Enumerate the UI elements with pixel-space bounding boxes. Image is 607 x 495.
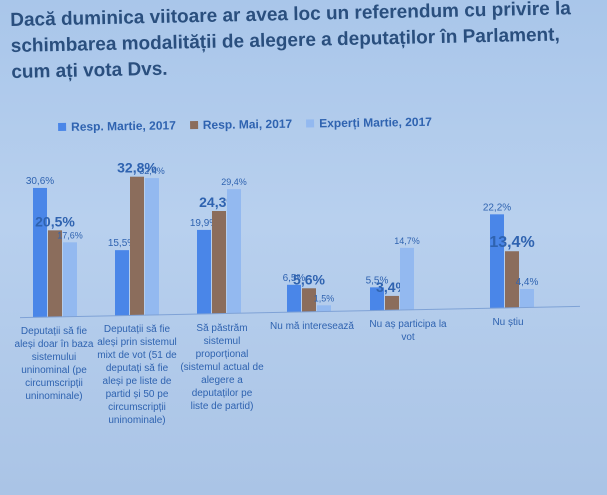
data-label-5-series-3: 14,7%	[394, 236, 420, 246]
category-label-1-line-6: uninominale)	[25, 390, 83, 402]
bar-6-series-2	[505, 251, 519, 308]
bar-5-series-3	[400, 247, 414, 310]
category-label-5: Nu aș participa la vot	[359, 318, 457, 344]
bar-5-series-1	[370, 287, 384, 311]
bar-1-series-1	[33, 187, 47, 318]
category-label-3: Să păstrăm sistemul proporțional (sistemul …	[173, 322, 271, 413]
data-label-1-series-2: 20,5%	[35, 213, 75, 229]
bar-4-series-3	[317, 305, 331, 312]
data-label-4-series-3: 1,5%	[314, 293, 335, 303]
category-label-6-line-1: Nu știu	[492, 316, 524, 328]
bar-6-series-3	[520, 288, 534, 308]
category-label-1-line-4: uninominal (pe	[21, 364, 87, 376]
category-label-2-line-6: partid și 50 pe	[105, 389, 169, 401]
bar-1-series-3	[63, 242, 77, 317]
bar-5-series-2	[385, 295, 399, 311]
category-label-1-line-1: Deputații să fie	[20, 325, 88, 337]
bar-3-series-3	[227, 189, 241, 314]
bar-1-series-2	[48, 230, 62, 318]
category-label-2: Deputații să fie aleși prin sistemul mixt …	[92, 323, 182, 427]
category-label-2-line-3: mixt de vot (51 de	[97, 350, 177, 362]
category-label-5-line-2: vot	[401, 331, 415, 343]
category-label-3-line-4: (sistemul actual de	[180, 361, 264, 373]
category-label-3-line-7: liste de partid)	[190, 400, 254, 412]
bar-4-series-1	[287, 284, 301, 313]
category-label-6: Nu știu	[473, 316, 543, 329]
data-label-4-series-2: 5,6%	[293, 271, 325, 287]
data-label-4-series-1: 6,5%	[283, 273, 306, 284]
category-label-1-line-3: sistemului	[31, 351, 77, 363]
data-label-3-series-3: 29,4%	[221, 177, 247, 187]
bar-2-series-1	[115, 250, 129, 316]
bar-3-series-1	[197, 229, 211, 315]
category-label-1-line-5: circumscripții	[25, 377, 83, 389]
bar-2-series-2	[130, 176, 144, 316]
category-label-2-line-1: Deputații să fie	[103, 324, 171, 336]
data-label-3-series-1: 19,9%	[190, 218, 218, 229]
category-label-2-line-5: aleși pe liste de	[102, 376, 172, 388]
bar-4-series-2	[302, 288, 316, 312]
bar-2-series-3	[145, 178, 159, 316]
category-label-3-line-3: proporțional	[195, 348, 249, 360]
category-label-5-line-1: Nu aș participa la	[369, 318, 447, 330]
data-label-1-series-3: 17,6%	[57, 230, 83, 240]
category-label-3-line-5: alegere a	[201, 374, 243, 386]
category-label-3-line-1: Să păstrăm	[196, 322, 248, 334]
category-label-2-line-7: circumscripții	[108, 402, 166, 414]
data-label-2-series-2: 32,8%	[117, 160, 157, 176]
x-axis-line	[19, 305, 581, 319]
data-label-2-series-1: 15,5%	[108, 238, 136, 249]
category-label-1-line-2: aleși doar în baza	[14, 338, 94, 350]
category-label-3-line-6: deputaților pe	[191, 387, 253, 399]
category-label-4: Nu mă interesează	[267, 320, 357, 333]
bar-6-series-1	[490, 214, 504, 309]
category-label-1: Deputații să fie aleși doar în baza sistem…	[9, 325, 99, 403]
data-label-1-series-1: 30,6%	[26, 176, 54, 187]
data-label-6-series-1: 22,2%	[483, 202, 511, 213]
data-label-2-series-3: 32,4%	[139, 166, 165, 176]
category-label-2-line-8: uninominale)	[108, 415, 166, 427]
data-label-5-series-1: 5,5%	[366, 275, 389, 286]
category-label-2-line-4: deputați să fie	[105, 363, 169, 375]
data-label-6-series-2: 13,4%	[489, 234, 534, 251]
category-label-2-line-2: aleși prin sistemul	[97, 337, 177, 349]
category-label-4-line-1: Nu mă interesează	[270, 320, 354, 332]
data-label-6-series-3: 4,4%	[516, 277, 539, 288]
bar-3-series-2	[212, 211, 226, 314]
category-label-3-line-2: sistemul	[203, 335, 241, 347]
